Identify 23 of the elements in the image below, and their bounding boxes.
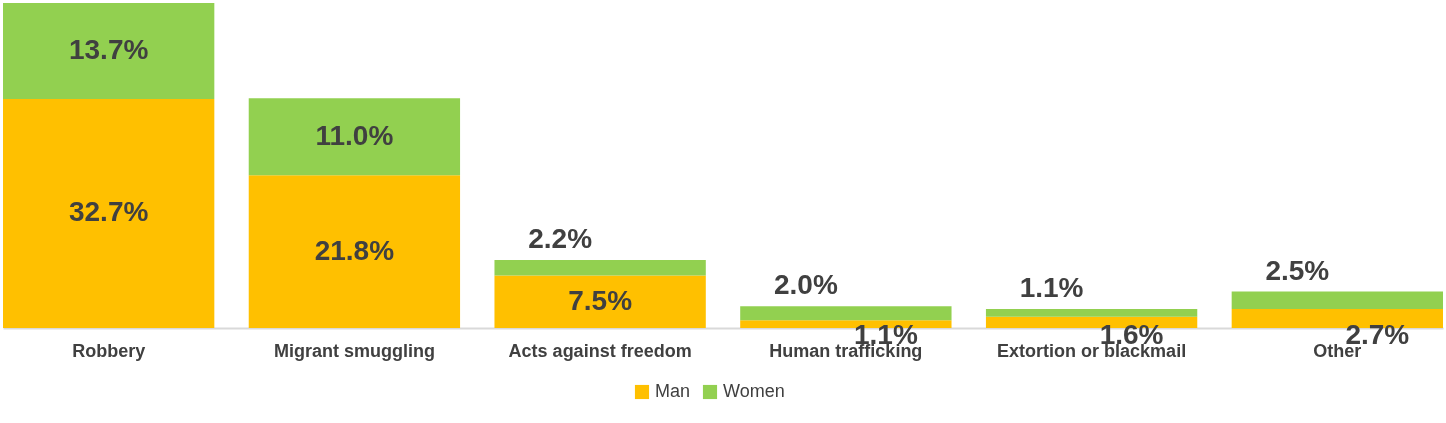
data-label: 11.0% [315,119,394,151]
data-label: 2.5% [1265,254,1330,286]
data-label: 2.2% [528,223,593,255]
x-tick-label: Acts against freedom [508,340,692,361]
data-label: 7.5% [568,284,633,316]
bar [248,175,461,328]
data-label: 21.8% [314,234,395,266]
bar [494,275,706,328]
data-label: 32.7% [68,196,149,228]
data-label: 1.1% [1019,272,1084,304]
legend-label: Man [655,381,691,401]
x-tick-label: Migrant smuggling [273,340,435,361]
bar [248,98,461,176]
bar [740,306,952,321]
bar [3,3,215,99]
bar [1231,291,1443,310]
bar [3,98,215,328]
x-tick-label: Robbery [72,340,146,361]
legend-label: Women [723,381,785,401]
bar [985,309,1198,317]
data-label: 13.7% [68,33,149,65]
data-label: 2.0% [773,269,838,301]
bar [494,260,706,276]
